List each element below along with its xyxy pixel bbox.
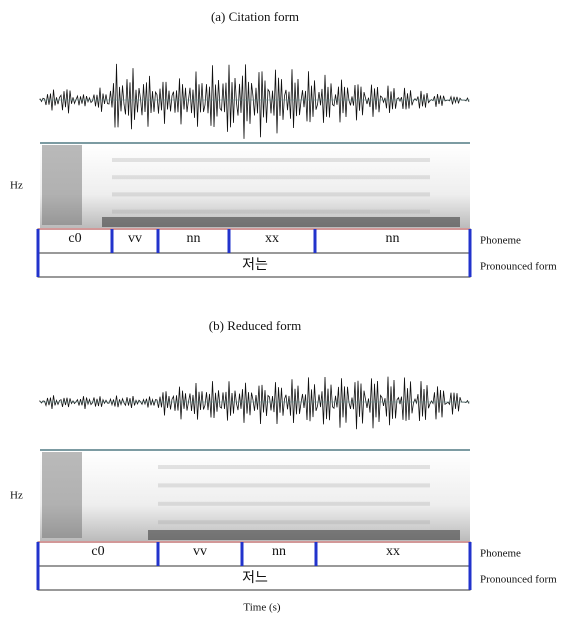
phoneme: nn [272, 544, 286, 559]
y-label: Hz [10, 180, 23, 192]
spectrogram-formant [112, 175, 430, 179]
spectrogram-formant [158, 483, 430, 487]
word: 저는 [242, 257, 268, 273]
spectrogram [40, 144, 470, 228]
waveform [40, 377, 469, 430]
tier-label: Phoneme [480, 235, 521, 247]
panel-title: (b) Reduced form [209, 318, 301, 333]
spectrogram-burst [42, 452, 82, 538]
tier-label: Pronounced form [480, 574, 557, 586]
phoneme: xx [265, 231, 279, 246]
phoneme: c0 [91, 544, 104, 559]
spectrogram-burst [42, 145, 82, 225]
x-label: Time (s) [243, 602, 281, 614]
phoneme: xx [386, 544, 400, 559]
figure: (a) Citation form Hz c0 vv nn xx nn 저는 Phoneme Pr… [0, 0, 580, 620]
word: 저느 [242, 570, 268, 586]
spectrogram-formant [158, 465, 430, 469]
waveform [40, 64, 469, 139]
tier-label: Phoneme [480, 548, 521, 560]
tier-label: Pronounced form [480, 261, 557, 273]
spectrogram-formant [112, 158, 430, 162]
spectrogram-formant [158, 502, 430, 506]
spectrogram-formant [112, 210, 430, 214]
phoneme: nn [386, 231, 400, 246]
y-label: Hz [10, 490, 23, 502]
spectrogram-low [102, 217, 460, 227]
phoneme: c0 [68, 231, 81, 246]
phoneme: vv [193, 544, 207, 559]
spectrogram-formant [158, 520, 430, 524]
panel-title: (a) Citation form [211, 9, 299, 24]
spectrogram [40, 451, 470, 541]
phoneme: vv [128, 231, 142, 246]
spectrogram-formant [112, 192, 430, 196]
phoneme: nn [187, 231, 201, 246]
spectrogram-low [148, 530, 460, 540]
